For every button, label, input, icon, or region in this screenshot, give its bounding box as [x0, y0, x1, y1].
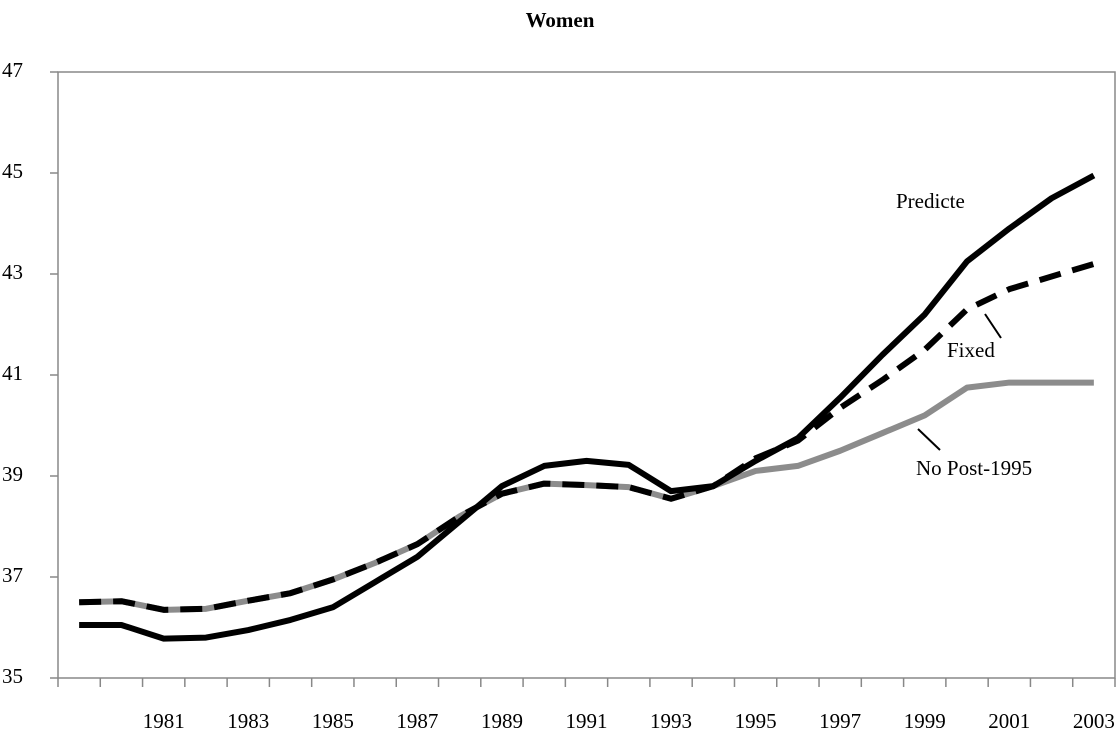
- y-tick-label: 39: [2, 462, 23, 486]
- x-tick-label: 1995: [735, 709, 777, 733]
- x-tick-label: 1985: [312, 709, 354, 733]
- y-tick-label: 47: [2, 58, 23, 82]
- series-line: [79, 379, 1094, 613]
- y-tick-label: 41: [2, 361, 23, 385]
- series-label: No Post-1995: [916, 456, 1032, 480]
- x-tick-label: 1987: [396, 709, 438, 733]
- x-tick-label: 1983: [227, 709, 269, 733]
- x-tick-label: 1999: [904, 709, 946, 733]
- series-line: [79, 172, 1096, 642]
- x-tick-label: 2003: [1073, 709, 1115, 733]
- x-tick-label: 2001: [988, 709, 1030, 733]
- series-label: Predicte: [896, 189, 965, 213]
- y-tick-label: 45: [2, 159, 23, 183]
- series-line: [79, 261, 1095, 613]
- leader-line: [917, 428, 941, 451]
- chart-title: Women: [526, 8, 595, 32]
- x-tick-label: 1981: [143, 709, 185, 733]
- series-label: Fixed: [947, 338, 995, 362]
- x-tick-label: 1997: [819, 709, 861, 733]
- y-tick-label: 43: [2, 260, 23, 284]
- x-tick-label: 1991: [566, 709, 608, 733]
- y-tick-label: 37: [2, 563, 23, 587]
- x-tick-label: 1993: [650, 709, 692, 733]
- plot-frame: [57, 71, 1116, 679]
- y-tick-label: 35: [2, 664, 23, 688]
- x-tick-label: 1989: [481, 709, 523, 733]
- leader-line: [984, 313, 1002, 339]
